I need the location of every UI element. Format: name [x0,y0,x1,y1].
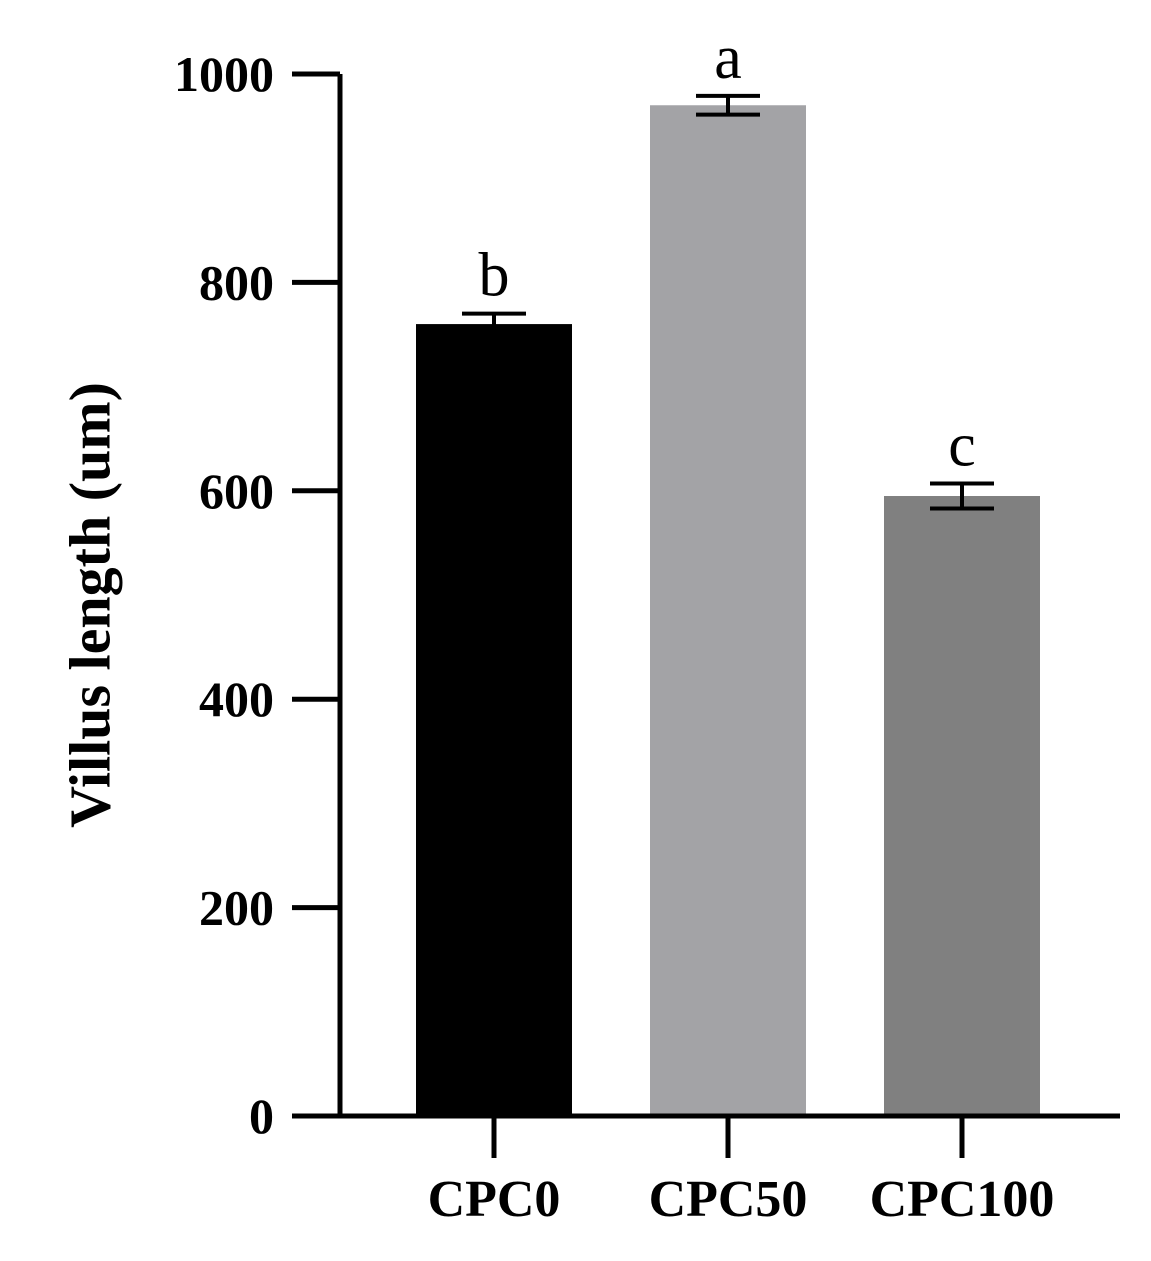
bar [884,496,1040,1116]
plot-area: 0 200 400 600 800 1000 b CPC0 a CPC50 c CPC100 [174,24,1054,1228]
y-tick-label: 400 [199,671,274,727]
x-category-label: CPC0 [428,1171,561,1228]
y-tick-label: 800 [199,254,274,310]
y-axis-title: Villus length (um) [57,382,122,828]
y-tick-label: 200 [199,880,274,936]
x-category-label: CPC50 [649,1171,808,1228]
bar [416,324,572,1117]
significance-label: c [948,412,976,480]
y-tick-label: 1000 [174,46,274,102]
x-category-label: CPC100 [870,1171,1055,1228]
significance-label: b [479,242,510,310]
y-tick-label: 600 [199,463,274,519]
significance-label: a [714,24,742,92]
y-tick-label: 0 [249,1088,274,1144]
bar [650,105,806,1116]
